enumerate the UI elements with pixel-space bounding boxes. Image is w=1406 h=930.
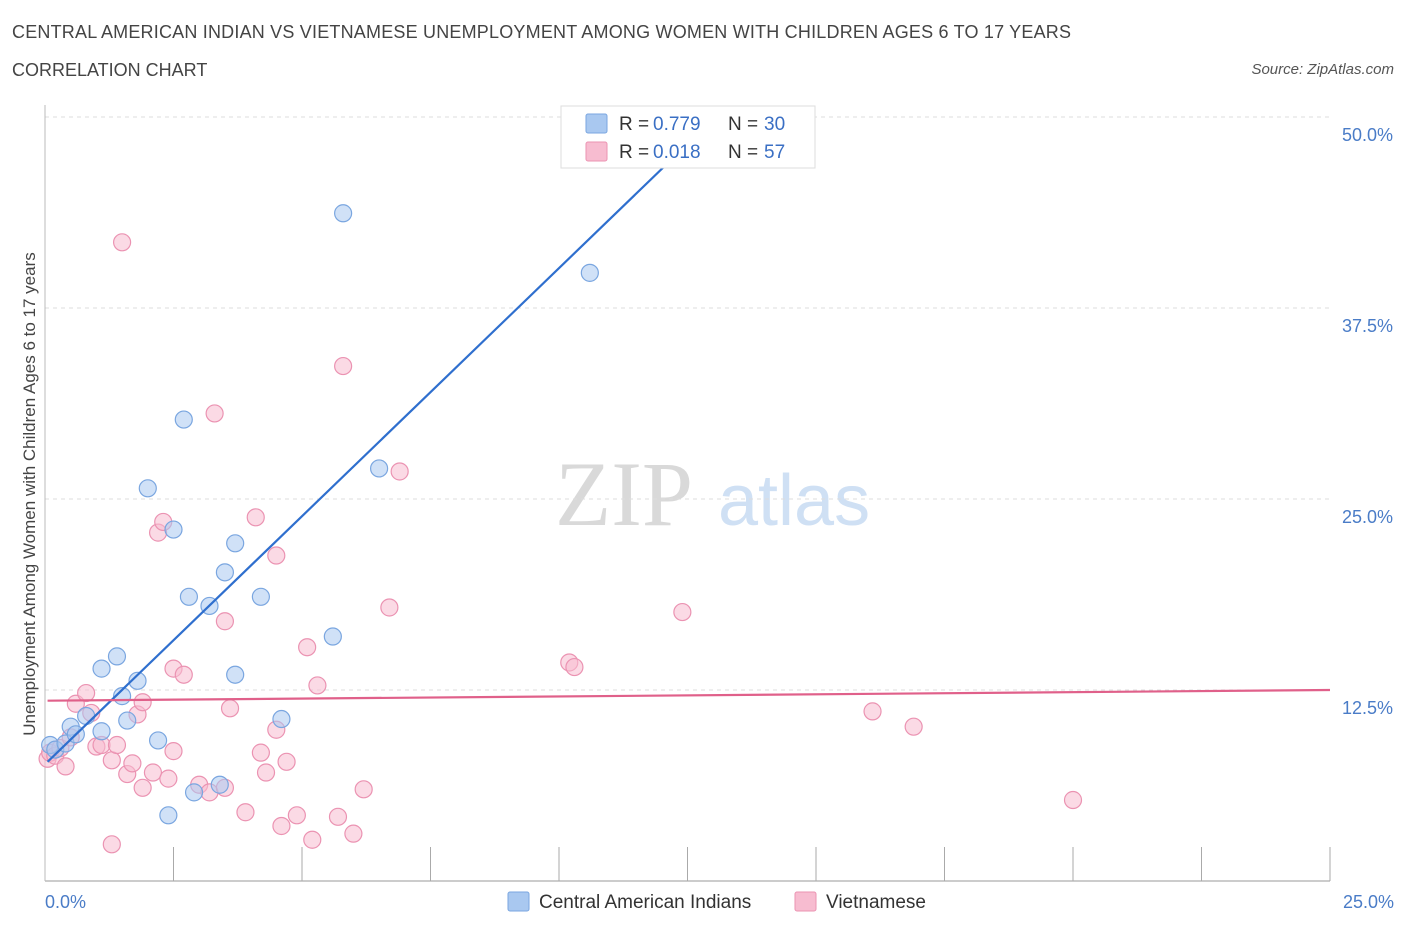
chart-title: CENTRAL AMERICAN INDIAN VS VIETNAMESE UN… — [12, 22, 1072, 42]
y-tick-label: 12.5% — [1342, 698, 1393, 718]
grid — [45, 116, 1330, 691]
point-central-american-indians — [107, 647, 127, 666]
point-vietnamese — [143, 763, 163, 782]
point-vietnamese — [308, 676, 327, 695]
point-central-american-indians — [323, 627, 342, 646]
series-legend-label-blue: Central American Indians — [539, 892, 751, 913]
legend-r-value-pink: 0.018 — [653, 142, 701, 163]
point-vietnamese — [251, 743, 270, 762]
series-legend-swatch-pink — [794, 891, 817, 912]
point-vietnamese — [77, 683, 96, 703]
point-central-american-indians — [174, 410, 193, 429]
legend-n-value-blue: 30 — [764, 114, 785, 135]
legend-n-label-pink: N = — [728, 142, 758, 163]
point-central-american-indians — [118, 711, 137, 730]
point-central-american-indians — [334, 204, 353, 223]
x-ticks — [173, 847, 1331, 881]
x-tick-label-min: 0.0% — [45, 892, 86, 912]
correlation-legend: R = 0.779 N = 30 R = 0.018 N = 57 — [560, 105, 816, 169]
point-vietnamese — [390, 462, 409, 481]
y-tick-label: 37.5% — [1342, 316, 1393, 336]
point-vietnamese — [246, 508, 265, 527]
legend-n-label-blue: N = — [728, 114, 758, 135]
point-vietnamese — [174, 665, 193, 684]
point-vietnamese — [334, 356, 353, 376]
data-points — [38, 204, 1083, 854]
point-central-american-indians — [226, 665, 245, 684]
point-vietnamese — [133, 693, 152, 712]
point-vietnamese — [380, 598, 399, 617]
legend-swatch-blue — [585, 113, 608, 134]
point-central-american-indians — [580, 263, 599, 282]
point-vietnamese — [133, 778, 152, 797]
series-legend: Central American Indians Vietnamese — [507, 891, 926, 913]
point-central-american-indians — [77, 706, 96, 726]
point-central-american-indians — [92, 659, 111, 678]
legend-r-label-pink: R = — [619, 142, 649, 163]
legend-swatch-pink — [585, 141, 608, 162]
trend-line-central-american-indians — [46, 108, 725, 763]
y-axis-label: Unemployment Among Women with Children A… — [20, 252, 39, 736]
chart-subtitle: CORRELATION CHART — [12, 60, 208, 80]
point-central-american-indians — [159, 806, 178, 825]
point-vietnamese — [344, 824, 363, 843]
watermark-zip: ZIP — [555, 443, 693, 545]
point-central-american-indians — [215, 563, 234, 582]
point-vietnamese — [102, 835, 121, 854]
point-vietnamese — [277, 752, 296, 771]
point-central-american-indians — [92, 722, 111, 741]
point-vietnamese — [354, 780, 373, 799]
legend-n-value-pink: 57 — [764, 142, 785, 163]
point-vietnamese — [1063, 790, 1083, 810]
point-vietnamese — [287, 806, 306, 825]
point-vietnamese — [220, 699, 240, 718]
legend-r-value-blue: 0.779 — [653, 114, 701, 135]
point-vietnamese — [256, 763, 276, 782]
point-vietnamese — [215, 612, 234, 631]
point-vietnamese — [107, 735, 127, 755]
point-vietnamese — [123, 754, 142, 773]
series-legend-swatch-blue — [507, 891, 530, 912]
point-central-american-indians — [272, 709, 291, 729]
point-vietnamese — [102, 751, 121, 770]
y-tick-labels: 12.5% 25.0% 37.5% 50.0% — [1342, 125, 1393, 718]
point-central-american-indians — [226, 534, 245, 553]
point-vietnamese — [267, 546, 286, 565]
point-central-american-indians — [210, 775, 229, 794]
trend-lines — [46, 108, 1331, 763]
x-tick-label-max: 25.0% — [1343, 892, 1394, 912]
point-vietnamese — [112, 233, 132, 252]
point-vietnamese — [205, 404, 224, 423]
y-tick-label: 25.0% — [1342, 507, 1393, 527]
point-vietnamese — [159, 769, 178, 788]
watermark-atlas: atlas — [718, 461, 870, 541]
point-vietnamese — [164, 742, 183, 761]
point-central-american-indians — [179, 587, 199, 606]
point-vietnamese — [673, 602, 692, 622]
point-vietnamese — [298, 638, 317, 657]
point-central-american-indians — [164, 520, 183, 539]
source-credit: Source: ZipAtlas.com — [1251, 61, 1394, 78]
point-central-american-indians — [138, 479, 157, 498]
trend-line-vietnamese — [47, 688, 1331, 702]
point-vietnamese — [272, 816, 291, 836]
point-central-american-indians — [251, 587, 270, 606]
point-central-american-indians — [128, 671, 147, 690]
point-vietnamese — [56, 757, 75, 776]
series-legend-label-pink: Vietnamese — [826, 892, 926, 913]
y-tick-label: 50.0% — [1342, 125, 1393, 145]
point-central-american-indians — [184, 783, 204, 802]
point-vietnamese — [863, 702, 882, 721]
point-vietnamese — [904, 717, 923, 736]
point-vietnamese — [565, 657, 584, 677]
point-central-american-indians — [370, 459, 389, 478]
point-vietnamese — [328, 807, 348, 826]
point-central-american-indians — [148, 731, 168, 750]
point-vietnamese — [236, 803, 255, 822]
legend-r-label-blue: R = — [619, 114, 649, 135]
point-vietnamese — [303, 830, 322, 849]
